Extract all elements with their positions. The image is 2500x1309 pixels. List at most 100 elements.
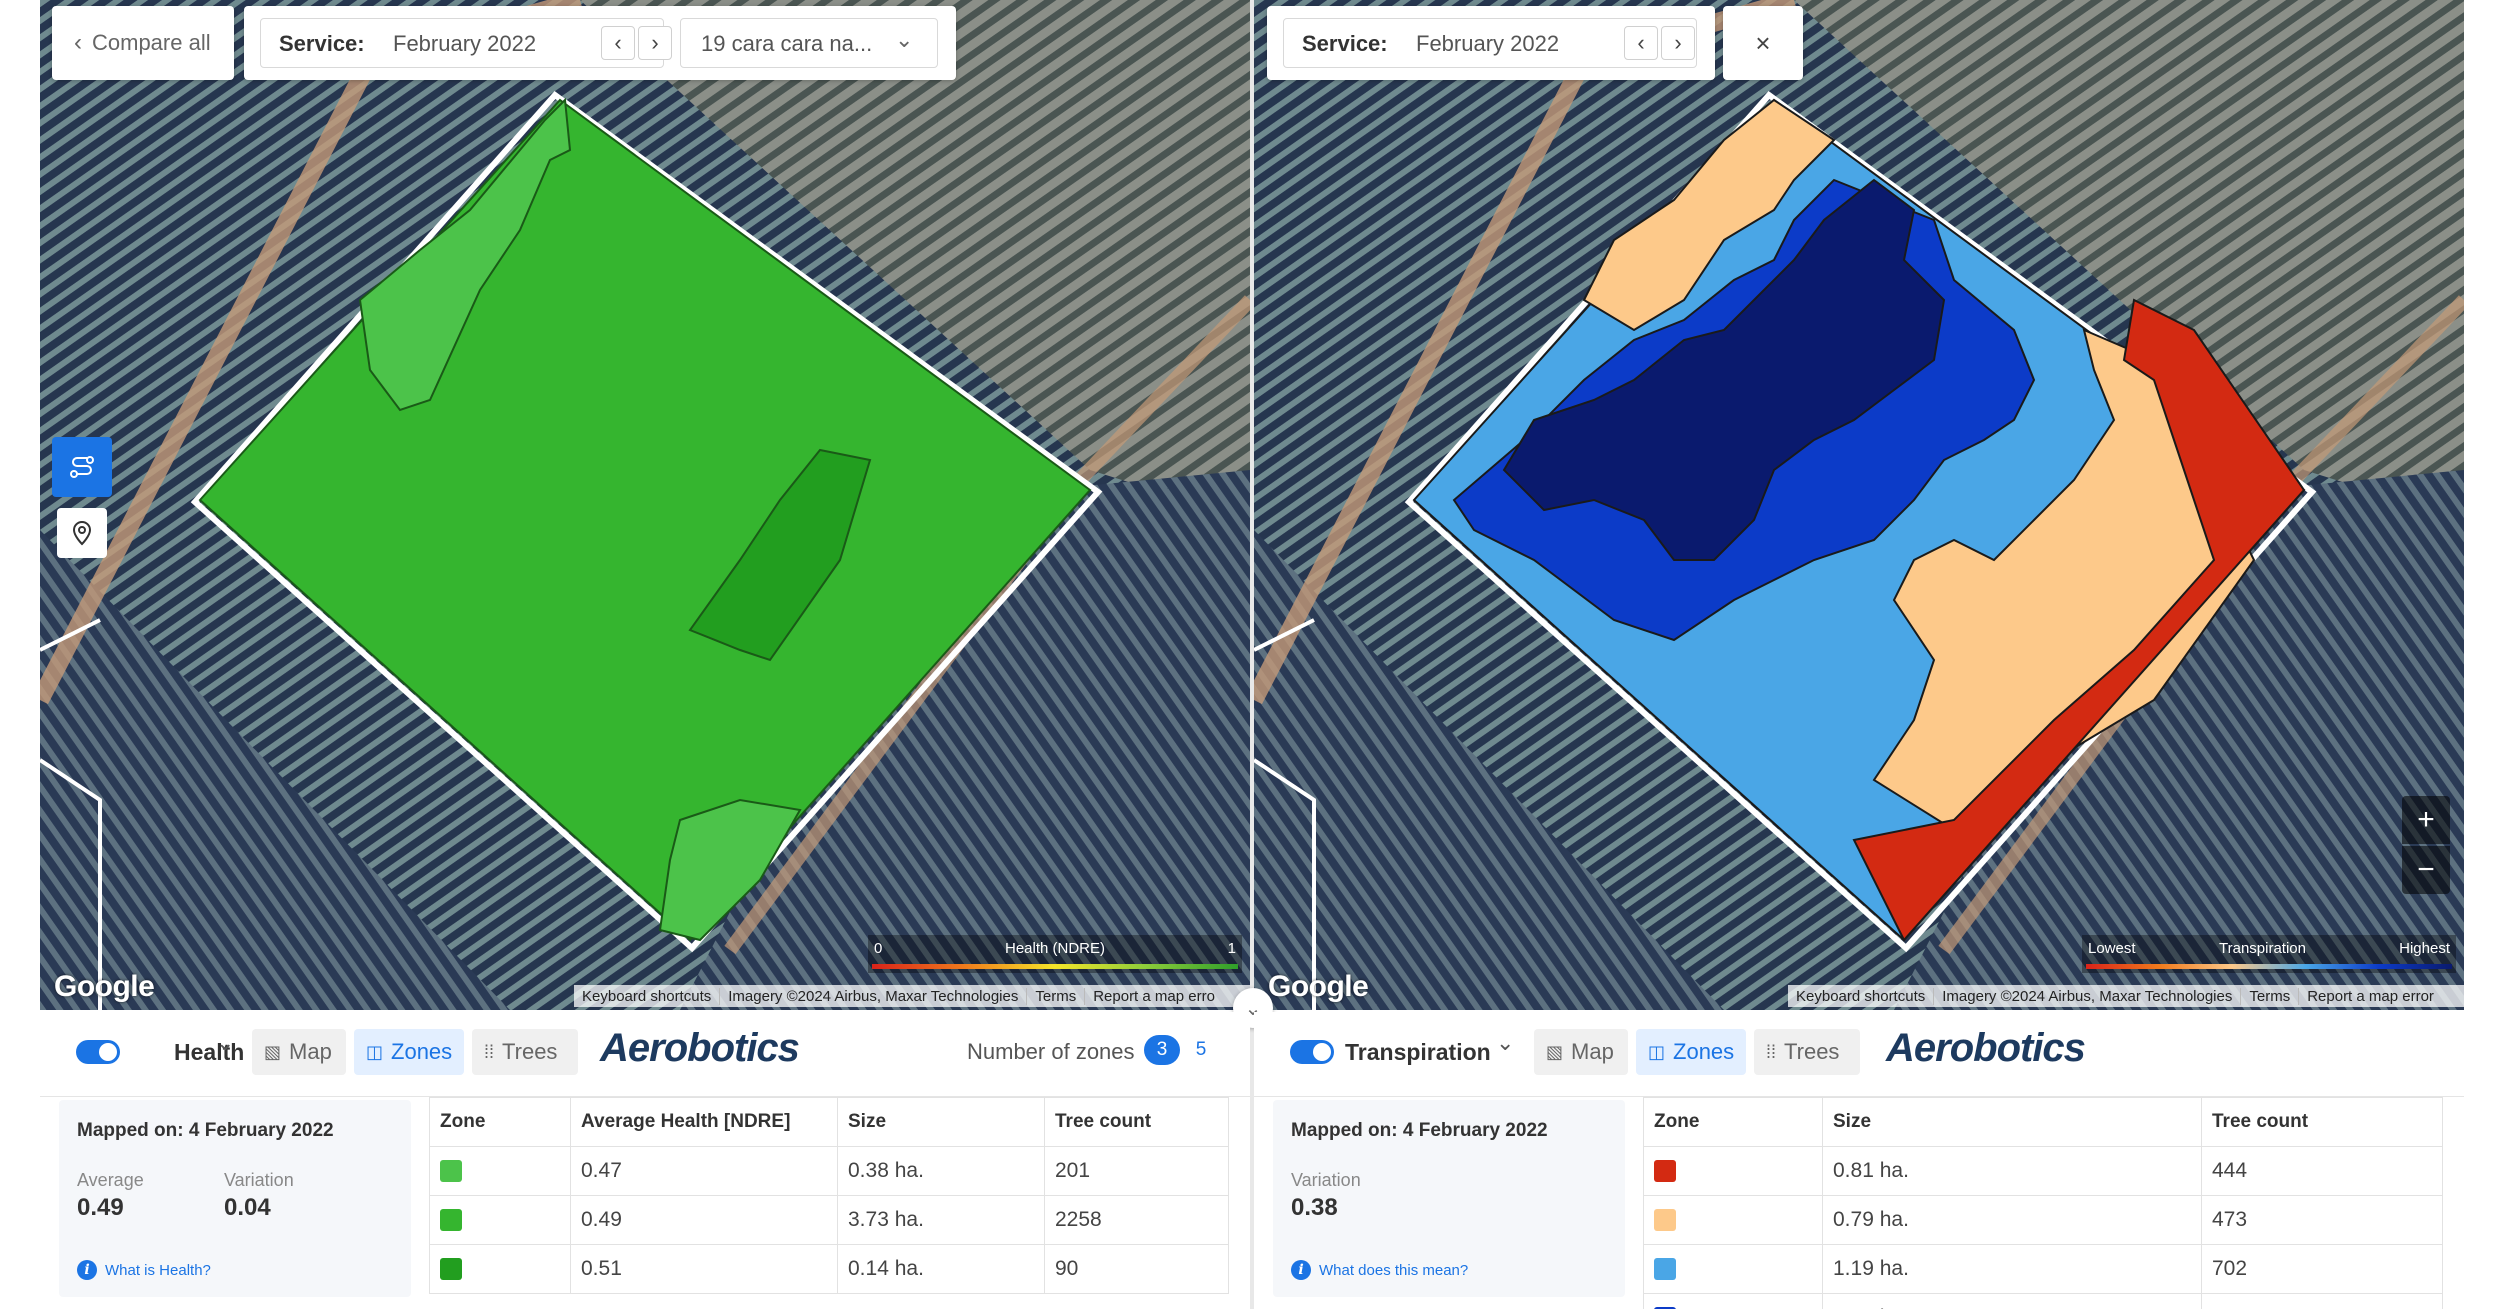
keyboard-shortcuts-link[interactable]: Keyboard shortcuts [574,987,721,1005]
report-error-link[interactable]: Report a map error [2307,987,2434,1005]
size-cell: 0.83 ha. [1822,1293,2202,1309]
tab-map[interactable]: ▧ Map [1534,1029,1628,1075]
plus-icon: + [2417,803,2435,836]
count-cell: 473 [2201,1195,2443,1245]
variation-label: Variation [1291,1170,1361,1190]
table-row[interactable]: 0.49 3.73 ha. 2258 [429,1195,1229,1245]
layer-name[interactable]: Health [174,1039,245,1065]
tab-trees[interactable]: ⁞⁞ Trees [1754,1029,1860,1075]
route-button[interactable] [52,437,112,497]
count-cell: 532 [2201,1293,2443,1309]
table-row[interactable]: 1.19 ha. 702 [1643,1244,2443,1294]
map-icon: ▧ [1546,1041,1564,1062]
avg-cell: 0.47 [570,1146,838,1196]
tab-label: Zones [391,1039,453,1064]
block-select[interactable]: 19 cara cara na... ⌄ [680,18,938,68]
prev-service-button[interactable]: ‹ [601,26,635,60]
right-table-clip: Zone Size Tree count 0.81 ha. 444 0.79 h… [1643,1097,2443,1309]
grid-dots-icon: ⁞⁞ [1766,1041,1777,1062]
minus-icon: − [2417,853,2435,886]
terms-link[interactable]: Terms [2241,987,2300,1005]
table-row[interactable]: 0.47 0.38 ha. 201 [429,1146,1229,1196]
variation-label: Variation [224,1170,294,1190]
chevron-left-icon: ‹ [614,30,622,55]
chevron-down-icon[interactable]: ⌄ [1496,1030,1515,1055]
zone-swatch [1654,1307,1676,1309]
zones-option-3[interactable]: 3 [1144,1035,1180,1065]
next-service-button[interactable]: › [1661,26,1695,60]
chevron-down-icon[interactable]: ⌄ [216,1030,235,1055]
legend-gradient [872,964,1238,969]
report-error-link[interactable]: Report a map erro [1093,987,1215,1005]
right-service-field[interactable]: Service: February 2022 ‹ › [1283,18,1697,68]
count-cell: 702 [2201,1244,2443,1294]
zoom-in-button[interactable]: + [2402,796,2450,844]
zoom-out-button[interactable]: − [2402,846,2450,894]
block-select-value: 19 cara cara na... [701,31,873,56]
grid-dots-icon: ⁞⁞ [484,1041,495,1062]
map-icon: ▧ [264,1041,282,1062]
size-cell: 0.38 ha. [837,1146,1045,1196]
tab-zones[interactable]: ◫ Zones [1636,1029,1746,1075]
zone-swatch [1654,1209,1676,1232]
layer-name[interactable]: Transpiration [1345,1039,1491,1065]
table-header-row: Zone Size Tree count [1643,1097,2443,1147]
what-does-this-mean-link[interactable]: What does this mean? [1319,1262,1469,1279]
zone-swatch [1654,1160,1676,1183]
location-button[interactable] [57,508,107,558]
right-map[interactable] [1254,0,2464,1010]
size-cell: 1.19 ha. [1822,1244,2202,1294]
table-row[interactable]: 0.51 0.14 ha. 90 [429,1244,1229,1294]
chevron-right-icon: › [1674,30,1682,55]
tab-zones[interactable]: ◫ Zones [354,1029,464,1075]
table-row[interactable]: 0.81 ha. 444 [1643,1146,2443,1196]
zones-option-5[interactable]: 5 [1186,1035,1216,1065]
count-cell: 2258 [1044,1195,1229,1245]
compare-all-label: Compare all [92,30,211,55]
zone-cell [1643,1293,1823,1309]
chevron-left-icon: ‹ [74,29,82,56]
next-service-button[interactable]: › [638,26,672,60]
keyboard-shortcuts-link[interactable]: Keyboard shortcuts [1788,987,1935,1005]
col-tree-count: Tree count [1044,1097,1229,1147]
tab-map[interactable]: ▧ Map [252,1029,346,1075]
tab-trees[interactable]: ⁞⁞ Trees [472,1029,578,1075]
col-tree-count: Tree count [2201,1097,2443,1147]
col-size: Size [837,1097,1045,1147]
zones-icon: ◫ [1648,1041,1666,1062]
aerobotics-logo: Aerobotics [1886,1026,2086,1070]
zone-option-label: 5 [1195,1039,1207,1060]
right-zones-table: Zone Size Tree count 0.81 ha. 444 0.79 h… [1643,1097,2443,1309]
what-is-health-link[interactable]: What is Health? [105,1262,211,1279]
left-service-field[interactable]: Service: February 2022 ‹ › [260,18,672,68]
prev-service-button[interactable]: ‹ [1624,26,1658,60]
left-attribution: Keyboard shortcuts Imagery ©2024 Airbus,… [574,985,1250,1007]
size-cell: 0.81 ha. [1822,1146,2202,1196]
compare-all-button[interactable]: ‹ Compare all [52,6,234,80]
left-map[interactable] [40,0,1250,1010]
variation-value: 0.38 [1291,1194,1338,1221]
mapped-on: Mapped on: 4 February 2022 [77,1120,334,1141]
chevron-right-icon: › [651,30,659,55]
left-service-bar: Service: February 2022 ‹ › 19 cara cara … [244,6,956,80]
zone-cell [1643,1244,1823,1294]
size-cell: 0.79 ha. [1822,1195,2202,1245]
chevron-down-icon: ⌄ [895,27,914,52]
aerobotics-logo: Aerobotics [600,1026,800,1070]
zone-cell [1643,1195,1823,1245]
tab-label: Trees [502,1039,558,1064]
close-compare-button[interactable]: × [1723,6,1803,80]
count-cell: 201 [1044,1146,1229,1196]
close-icon: × [1755,27,1771,58]
table-row[interactable]: 0.83 ha. 532 [1643,1293,2443,1309]
zone-swatch [1654,1258,1676,1281]
table-row[interactable]: 0.79 ha. 473 [1643,1195,2443,1245]
info-icon: i [1291,1260,1311,1280]
terms-link[interactable]: Terms [1027,987,1086,1005]
left-legend: 0 Health (NDRE) 1 [868,935,1242,973]
transpiration-layer-toggle[interactable] [1290,1040,1334,1064]
health-layer-toggle[interactable] [76,1040,120,1064]
split-divider [1250,0,1254,1309]
size-cell: 0.14 ha. [837,1244,1045,1294]
avg-cell: 0.49 [570,1195,838,1245]
